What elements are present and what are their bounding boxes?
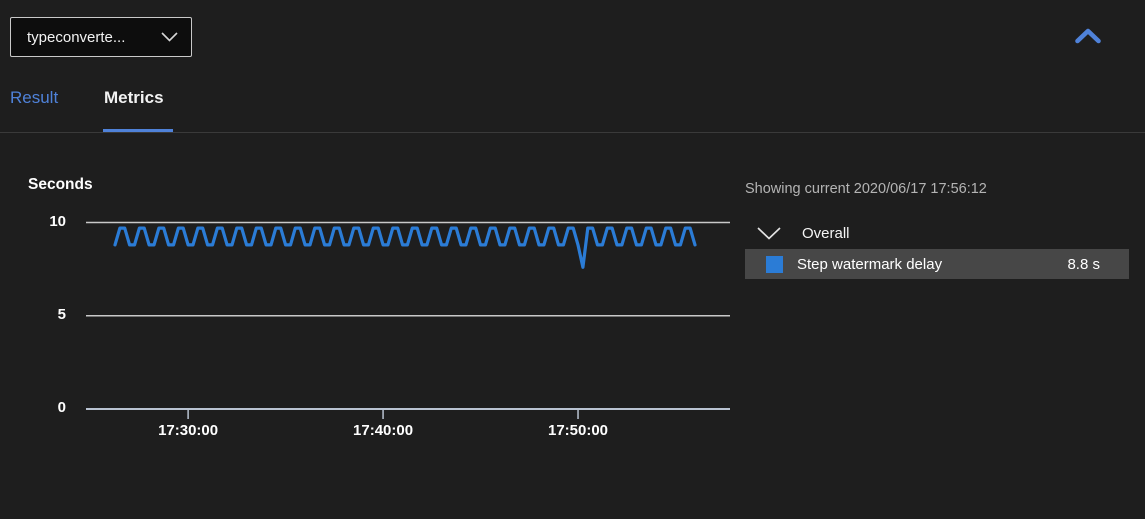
x-tick-label: 17:30:00 [158, 422, 219, 439]
chart-y-axis-title: Seconds [28, 176, 93, 193]
step-selector-value: typeconverte... [27, 28, 126, 46]
chevron-up-icon [1075, 28, 1101, 47]
y-tick-label: 5 [57, 305, 66, 323]
legend-metric-row-step-watermark-delay[interactable]: Step watermark delay 8.8 s [745, 249, 1129, 279]
legend-group-overall-toggle[interactable]: Overall [745, 221, 850, 245]
y-tick-label: 0 [57, 399, 66, 416]
tab-result[interactable]: Result [10, 88, 59, 107]
showing-current-timestamp: Showing current 2020/06/17 17:56:12 [745, 181, 987, 197]
y-tick-label: 10 [49, 212, 66, 230]
x-tick-label: 17:40:00 [353, 422, 414, 439]
metric-label: Step watermark delay [797, 255, 943, 273]
x-tick-label: 17:50:00 [547, 422, 609, 439]
active-tab-underline [103, 129, 173, 132]
tab-bar-divider [0, 132, 1145, 133]
step-selector-dropdown[interactable]: typeconverte... [10, 17, 192, 57]
chevron-down-icon [161, 32, 178, 42]
metric-current-value: 8.8 s [1067, 255, 1100, 273]
chevron-down-icon [757, 226, 781, 240]
collapse-panel-button[interactable] [1068, 20, 1108, 54]
metric-color-swatch [766, 255, 783, 273]
legend-group-label: Overall [802, 224, 850, 242]
tab-metrics[interactable]: Metrics [104, 88, 164, 107]
